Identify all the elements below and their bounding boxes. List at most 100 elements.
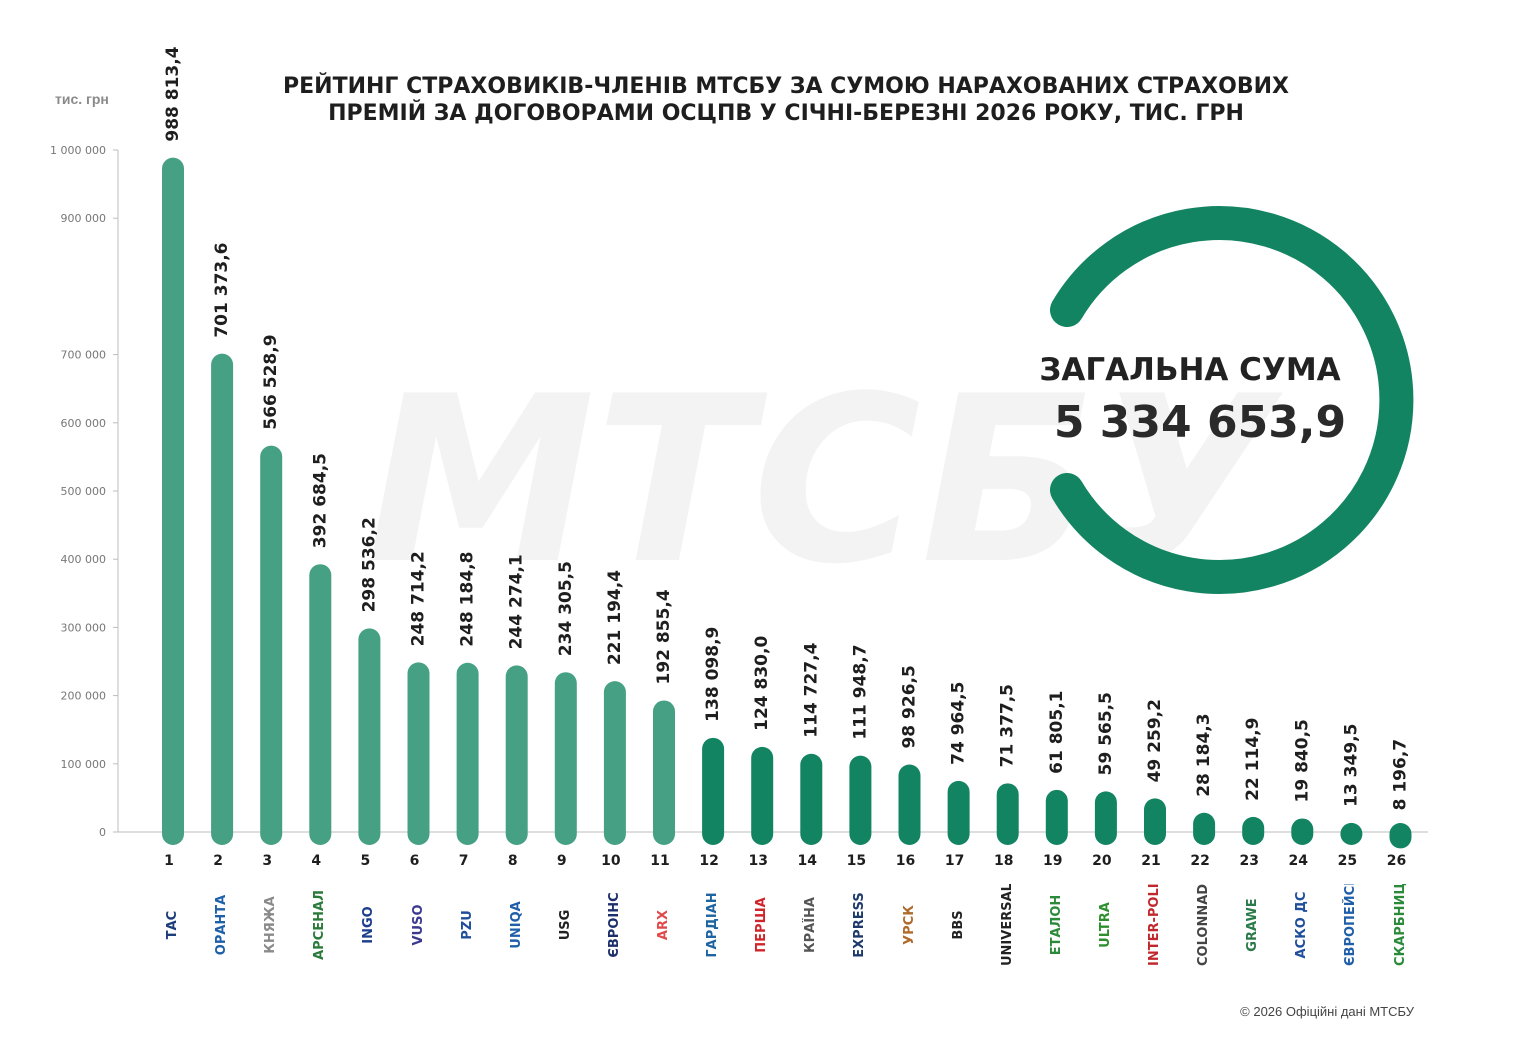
company-logo-text: UNIVERSALNA [999, 884, 1015, 966]
company-logo-text: INTER-POLIS [1147, 884, 1162, 966]
company-logo: СКАРБНИЦЯ [1390, 884, 1412, 966]
data-label: 28 184,3 [1194, 713, 1214, 796]
data-label: 392 684,5 [310, 453, 330, 548]
chart-title: РЕЙТИНГ СТРАХОВИКІВ-ЧЛЕНІВ МТСБУ ЗА СУМО… [200, 73, 1372, 127]
x-tick-label: 9 [557, 853, 567, 869]
data-label: 61 805,1 [1047, 690, 1067, 773]
x-tick-label: 5 [361, 853, 371, 869]
data-label: 19 840,5 [1292, 719, 1312, 802]
x-tick-label: 10 [601, 853, 621, 869]
company-logo-text: COLONNADE [1196, 884, 1212, 966]
company-logo-text: ГАРДІАН [705, 892, 721, 958]
company-logo: ULTRA [1095, 884, 1117, 966]
data-label: 988 813,4 [163, 46, 183, 141]
data-label: 566 528,9 [261, 334, 281, 429]
x-tick-label: 24 [1289, 853, 1309, 869]
company-logo: GRAWE [1242, 884, 1264, 966]
data-label: 234 305,5 [556, 561, 576, 656]
company-logo-text: BBS [950, 910, 966, 940]
company-logo: КНЯЖА [260, 884, 282, 966]
x-tick-label: 12 [699, 853, 718, 869]
y-tick-label: 300 000 [61, 621, 107, 634]
y-tick-label: 1 000 000 [50, 144, 106, 157]
company-logo-text: ПЕРША [754, 897, 770, 953]
data-label: 192 855,4 [654, 589, 674, 684]
company-logo: UNIVERSALNA [997, 884, 1019, 966]
company-logo-text: ТАС [165, 910, 180, 940]
x-tick-label: 3 [262, 853, 272, 869]
company-logo: EXPRESS [849, 884, 871, 966]
company-logo-text: ЄВРОПЕЙСЬКИЙ [1343, 884, 1359, 966]
x-tick-label: 2 [213, 853, 223, 869]
data-label: 244 274,1 [507, 554, 527, 649]
x-tick-label: 22 [1190, 853, 1209, 869]
source-footer: © 2026 Офіційні дані МТСБУ [1240, 1004, 1414, 1019]
x-tick-label: 6 [410, 853, 420, 869]
company-logo: КРАЇНА [800, 884, 822, 966]
x-tick-label: 25 [1338, 853, 1357, 869]
data-label: 98 926,5 [900, 665, 920, 748]
x-tick-label: 1 [164, 853, 174, 869]
x-tick-label: 4 [311, 853, 321, 869]
company-logo-text: PZU [459, 910, 475, 940]
company-logo-text: АСКО ДС [1294, 891, 1310, 959]
company-logo-text: ЄВРОІНС [606, 892, 622, 958]
x-tick-label: 16 [896, 853, 915, 869]
company-logo-text: ОРАНТА [214, 894, 230, 956]
data-label: 701 373,6 [212, 242, 232, 337]
data-label: 221 194,4 [605, 570, 625, 665]
company-logo: ГАРДІАН [702, 884, 724, 966]
y-axis-unit: тис. грн [55, 91, 109, 107]
company-logo: INTER-POLIS [1144, 884, 1166, 966]
data-label: 13 349,5 [1341, 724, 1361, 807]
company-logo: COLONNADE [1193, 884, 1215, 966]
data-label: 49 259,2 [1145, 699, 1165, 782]
company-logo-text: INGO [361, 906, 377, 944]
company-logo: INGO [358, 884, 380, 966]
x-tick-label: 20 [1092, 853, 1112, 869]
company-logo: ПЕРША [751, 884, 773, 966]
company-logo: ЕТАЛОН [1046, 884, 1068, 966]
company-logo: ОРАНТА [211, 884, 233, 966]
company-logo-text: СКАРБНИЦЯ [1392, 884, 1408, 966]
company-logo-text: ЕТАЛОН [1048, 894, 1064, 956]
title-line-1: РЕЙТИНГ СТРАХОВИКІВ-ЧЛЕНІВ МТСБУ ЗА СУМО… [283, 74, 1289, 99]
y-tick-label: 500 000 [61, 485, 107, 498]
company-logo: UNIQA [506, 884, 528, 966]
data-label: 248 714,2 [409, 551, 429, 646]
data-label: 248 184,8 [458, 552, 478, 647]
total-ring [1050, 206, 1414, 594]
company-logo: ЄВРОІНС [604, 884, 626, 966]
company-logo: ТАС [162, 884, 184, 966]
x-tick-label: 23 [1239, 853, 1258, 869]
company-logo-text: КНЯЖА [263, 896, 279, 954]
data-label: 298 536,2 [359, 517, 379, 612]
data-label: 124 830,0 [752, 636, 772, 731]
data-label: 59 565,5 [1096, 692, 1116, 775]
company-logo: АРСЕНАЛ [309, 884, 331, 966]
company-logo: PZU [457, 884, 479, 966]
y-tick-label: 900 000 [61, 212, 107, 225]
y-tick-label: 200 000 [61, 690, 107, 703]
x-tick-label: 13 [748, 853, 767, 869]
data-label: 114 727,4 [801, 642, 821, 737]
company-logo-text: GRAWE [1245, 898, 1261, 952]
data-label: 71 377,5 [998, 684, 1018, 767]
x-tick-label: 8 [508, 853, 518, 869]
company-logo-text: АРСЕНАЛ [312, 890, 328, 960]
data-label: 74 964,5 [949, 682, 969, 765]
x-tick-label: 11 [650, 853, 669, 869]
x-tick-label: 15 [847, 853, 866, 869]
company-logo: ARX [653, 884, 675, 966]
x-tick-label: 14 [798, 853, 818, 869]
x-tick-label: 21 [1141, 853, 1160, 869]
company-logo: АСКО ДС [1291, 884, 1313, 966]
company-logo: УРСК [899, 884, 921, 966]
x-tick-label: 7 [459, 853, 469, 869]
company-logo-text: ARX [656, 909, 671, 941]
x-tick-label: 18 [994, 853, 1013, 869]
data-label: 138 098,9 [703, 627, 723, 722]
x-tick-label: 26 [1387, 853, 1406, 869]
y-tick-label: 0 [99, 826, 106, 839]
